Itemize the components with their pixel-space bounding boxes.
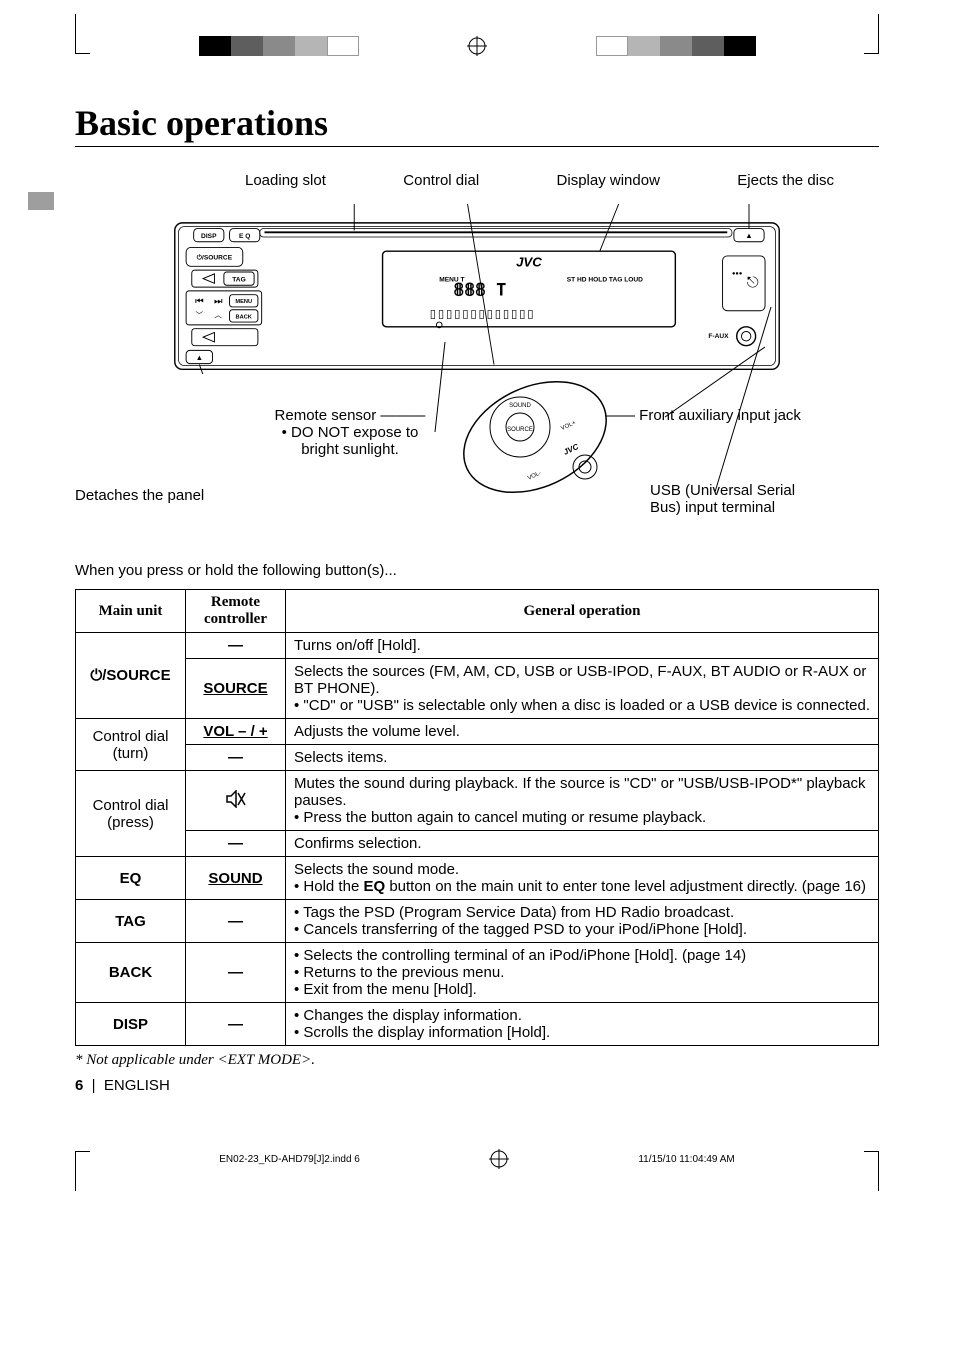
- label-loading-slot: Loading slot: [245, 172, 326, 189]
- cell-general: • Tags the PSD (Program Service Data) fr…: [286, 900, 879, 943]
- file-path: EN02-23_KD-AHD79[J]2.indd 6: [219, 1154, 360, 1165]
- cell-main: EQ: [76, 857, 186, 900]
- svg-text:ST HD HOLD TAG LOUD: ST HD HOLD TAG LOUD: [567, 276, 643, 283]
- label-control-dial: Control dial: [403, 172, 479, 189]
- diagram-top-labels: Loading slot Control dial Display window…: [75, 172, 879, 189]
- svg-text:●●●: ●●●: [732, 271, 742, 277]
- intro-text: When you press or hold the following but…: [75, 562, 879, 579]
- th-main: Main unit: [76, 590, 186, 633]
- cell-general: Adjusts the volume level.: [286, 719, 879, 745]
- color-bars-left: [199, 36, 359, 56]
- cell-general: Mutes the sound during playback. If the …: [286, 771, 879, 831]
- cell-remote: —: [186, 943, 286, 1003]
- cell-remote: —: [186, 1003, 286, 1046]
- svg-text:▯▯▯▯▯▯▯▯▯▯▯▯▯: ▯▯▯▯▯▯▯▯▯▯▯▯▯: [430, 308, 536, 320]
- th-remote: Remote controller: [186, 590, 286, 633]
- remote-diagram: SOURCE SOUND VOL+ VOL- JVC: [445, 377, 625, 507]
- page-footer: 6 | ENGLISH: [75, 1077, 879, 1094]
- cell-main: TAG: [76, 900, 186, 943]
- registration-mark-icon: [467, 36, 487, 56]
- svg-text:⏭: ⏭: [214, 296, 223, 307]
- crop-mark: [75, 1151, 90, 1191]
- svg-text:⏻/SOURCE: ⏻/SOURCE: [197, 254, 233, 262]
- cell-remote: —: [186, 900, 286, 943]
- table-row: —Selects items.: [76, 745, 879, 771]
- side-tab: [28, 192, 54, 210]
- label-detaches-panel: Detaches the panel: [75, 487, 204, 504]
- svg-text:⏮: ⏮: [195, 296, 203, 307]
- table-row: —Confirms selection.: [76, 831, 879, 857]
- svg-text:DISP: DISP: [201, 233, 217, 240]
- svg-text:F-AUX: F-AUX: [708, 333, 729, 340]
- page-title: Basic operations: [75, 102, 879, 147]
- table-row: Control dial (press)Mutes the sound duri…: [76, 771, 879, 831]
- cell-remote: —: [186, 831, 286, 857]
- cell-main: ⏻/SOURCE: [76, 633, 186, 719]
- cell-general: • Changes the display information.• Scro…: [286, 1003, 879, 1046]
- cell-remote: [186, 771, 286, 831]
- footnote: * Not applicable under <EXT MODE>.: [75, 1052, 879, 1069]
- table-row: SOURCESelects the sources (FM, AM, CD, U…: [76, 659, 879, 719]
- cell-remote: VOL – / +: [186, 719, 286, 745]
- cell-main: Control dial (turn): [76, 719, 186, 771]
- diagram-section: Loading slot Control dial Display window…: [75, 172, 879, 552]
- cell-general: Turns on/off [Hold].: [286, 633, 879, 659]
- svg-text:︿: ︿: [214, 310, 222, 319]
- svg-text:⎋: ⎋: [747, 274, 759, 291]
- print-marks-top: [75, 30, 879, 62]
- svg-text:▲: ▲: [745, 231, 752, 240]
- table-row: EQSOUNDSelects the sound mode.• Hold the…: [76, 857, 879, 900]
- th-general: General operation: [286, 590, 879, 633]
- table-row: Control dial (turn)VOL – / +Adjusts the …: [76, 719, 879, 745]
- svg-text:SOUND: SOUND: [509, 403, 531, 409]
- cell-remote: SOUND: [186, 857, 286, 900]
- registration-mark-icon: [489, 1149, 509, 1169]
- label-remote-sensor: Remote sensor ——— • DO NOT expose to bri…: [270, 407, 430, 458]
- cell-general: • Selects the controlling terminal of an…: [286, 943, 879, 1003]
- print-marks-bottom: EN02-23_KD-AHD79[J]2.indd 6 11/15/10 11:…: [75, 1139, 879, 1179]
- timestamp: 11/15/10 11:04:49 AM: [638, 1154, 734, 1165]
- crop-mark: [864, 14, 879, 54]
- cell-main: BACK: [76, 943, 186, 1003]
- cell-main: Control dial (press): [76, 771, 186, 857]
- svg-text:﹀: ﹀: [196, 310, 204, 319]
- cell-remote: —: [186, 633, 286, 659]
- color-bars-right: [596, 36, 756, 56]
- cell-general: Selects items.: [286, 745, 879, 771]
- svg-text:TAG: TAG: [232, 276, 245, 283]
- crop-mark: [75, 14, 90, 54]
- cell-main: DISP: [76, 1003, 186, 1046]
- cell-general: Selects the sources (FM, AM, CD, USB or …: [286, 659, 879, 719]
- cell-remote: —: [186, 745, 286, 771]
- table-row: TAG—• Tags the PSD (Program Service Data…: [76, 900, 879, 943]
- cell-general: Confirms selection.: [286, 831, 879, 857]
- table-row: BACK—• Selects the controlling terminal …: [76, 943, 879, 1003]
- table-row: DISP—• Changes the display information.•…: [76, 1003, 879, 1046]
- label-usb: USB (Universal Serial Bus) input termina…: [650, 482, 830, 516]
- operations-table: Main unit Remote controller General oper…: [75, 589, 879, 1046]
- label-ejects: Ejects the disc: [737, 172, 834, 189]
- svg-text:SOURCE: SOURCE: [507, 427, 533, 433]
- cell-remote: SOURCE: [186, 659, 286, 719]
- label-display-window: Display window: [557, 172, 660, 189]
- label-front-aux: —— Front auxiliary input jack: [605, 407, 801, 424]
- device-diagram: DISP E Q ⏻/SOURCE TAG ⏮ ﹀ ⏭ ︿ MENU BACK …: [147, 204, 807, 374]
- svg-text:𝟠𝟠𝟠 T: 𝟠𝟠𝟠 T: [453, 281, 506, 301]
- crop-mark: [864, 1151, 879, 1191]
- svg-text:MENU: MENU: [235, 299, 252, 305]
- svg-text:E Q: E Q: [239, 233, 250, 240]
- svg-text:▲: ▲: [196, 353, 203, 362]
- table-row: ⏻/SOURCE—Turns on/off [Hold].: [76, 633, 879, 659]
- svg-text:JVC: JVC: [516, 254, 542, 269]
- cell-general: Selects the sound mode.• Hold the EQ but…: [286, 857, 879, 900]
- svg-text:BACK: BACK: [236, 314, 253, 320]
